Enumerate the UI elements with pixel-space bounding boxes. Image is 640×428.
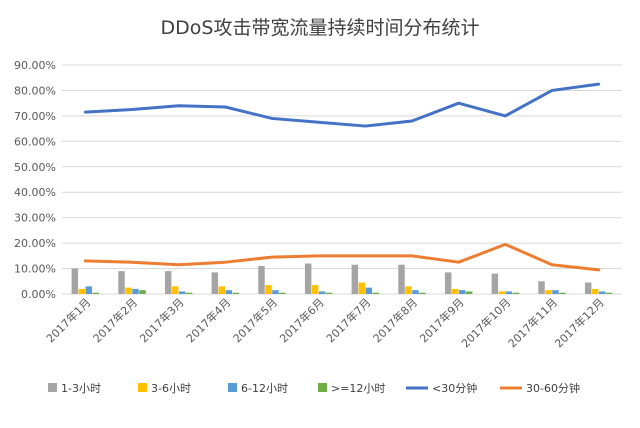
bar bbox=[71, 268, 79, 294]
legend-swatch bbox=[48, 383, 57, 392]
legend-label: 30-60分钟 bbox=[526, 381, 580, 395]
bar bbox=[225, 290, 233, 294]
bar bbox=[559, 292, 566, 294]
bars bbox=[71, 263, 613, 294]
x-tick-label: 2017年4月 bbox=[183, 295, 233, 345]
series-line bbox=[83, 82, 601, 128]
legend-swatch bbox=[228, 383, 237, 392]
bar bbox=[538, 281, 545, 294]
bar bbox=[498, 291, 506, 294]
x-tick-label: 2017年2月 bbox=[90, 295, 140, 345]
x-tick-label: 2017年11月 bbox=[505, 295, 560, 350]
bar bbox=[465, 291, 473, 294]
legend: 1-3小时 3-6小时 6-12小时 >=12小时 <30分钟 30-60分钟 bbox=[48, 381, 580, 395]
y-tick-label: 80.00% bbox=[14, 84, 56, 97]
bar bbox=[178, 291, 186, 294]
bar bbox=[272, 290, 279, 294]
bar bbox=[598, 291, 606, 294]
bar bbox=[358, 282, 366, 294]
x-tick-label: 2017年8月 bbox=[370, 295, 420, 345]
bar bbox=[505, 291, 513, 294]
bar bbox=[132, 288, 139, 294]
bar bbox=[211, 272, 219, 294]
x-tick-label: 2017年3月 bbox=[137, 295, 187, 345]
x-tick-label: 2017年9月 bbox=[417, 295, 467, 345]
bar bbox=[405, 286, 412, 294]
bar bbox=[419, 292, 426, 294]
bar bbox=[451, 288, 459, 294]
y-tick-label: 0.00% bbox=[21, 288, 56, 301]
bar bbox=[398, 264, 405, 294]
y-axis-ticks: 0.00% 10.00% 20.00% 30.00% 40.00% 50.00% 60.00… bbox=[14, 59, 56, 301]
bar bbox=[444, 272, 452, 294]
bar bbox=[372, 292, 380, 294]
bar bbox=[139, 290, 146, 294]
x-tick-label: 2017年6月 bbox=[277, 295, 327, 345]
x-tick-label: 2017年1月 bbox=[43, 295, 93, 345]
bar bbox=[311, 285, 319, 294]
y-tick-label: 60.00% bbox=[14, 135, 56, 148]
bar bbox=[125, 287, 132, 294]
gridlines bbox=[62, 64, 622, 295]
bar bbox=[365, 287, 373, 294]
bar bbox=[232, 292, 240, 294]
y-tick-label: 10.00% bbox=[14, 263, 56, 276]
bar bbox=[412, 290, 419, 294]
bar bbox=[258, 266, 265, 294]
x-tick-label: 2017年10月 bbox=[458, 295, 513, 350]
y-tick-label: 30.00% bbox=[14, 212, 56, 225]
bar bbox=[512, 292, 520, 294]
bar bbox=[552, 290, 559, 294]
bar bbox=[164, 271, 172, 294]
legend-swatch bbox=[138, 383, 147, 392]
bar bbox=[279, 292, 286, 294]
legend-label: 6-12小时 bbox=[241, 382, 288, 395]
bar bbox=[318, 291, 326, 294]
x-tick-label: 2017年7月 bbox=[323, 295, 373, 345]
y-tick-label: 90.00% bbox=[14, 59, 56, 72]
bar bbox=[325, 292, 333, 294]
y-tick-label: 20.00% bbox=[14, 237, 56, 250]
bar bbox=[78, 288, 86, 294]
bar bbox=[171, 286, 179, 294]
legend-swatch bbox=[318, 383, 327, 392]
legend-label: >=12小时 bbox=[331, 382, 385, 395]
bar bbox=[605, 292, 613, 294]
bar bbox=[218, 286, 226, 294]
legend-label: 1-3小时 bbox=[61, 382, 101, 395]
y-tick-label: 50.00% bbox=[14, 161, 56, 174]
bar bbox=[85, 286, 93, 294]
chart-title: DDoS攻击带宽流量持续时间分布统计 bbox=[161, 17, 480, 39]
bar bbox=[351, 264, 359, 294]
x-axis-ticks: 2017年1月2017年2月2017年3月2017年4月2017年5月2017年… bbox=[43, 295, 607, 350]
series-line bbox=[83, 242, 601, 272]
bar bbox=[591, 288, 599, 294]
bar bbox=[491, 273, 499, 294]
lines bbox=[83, 82, 601, 272]
y-tick-label: 70.00% bbox=[14, 110, 56, 123]
y-tick-label: 40.00% bbox=[14, 186, 56, 199]
legend-label: <30分钟 bbox=[432, 381, 477, 395]
bar bbox=[265, 285, 272, 294]
x-tick-label: 2017年12月 bbox=[552, 295, 607, 350]
bar bbox=[458, 290, 466, 294]
bar bbox=[185, 292, 193, 294]
bar bbox=[118, 271, 125, 294]
legend-label: 3-6小时 bbox=[151, 382, 191, 395]
bar bbox=[584, 282, 592, 294]
bar bbox=[304, 263, 312, 294]
x-tick-label: 2017年5月 bbox=[230, 295, 280, 345]
bar bbox=[92, 292, 100, 294]
bar bbox=[545, 290, 552, 294]
